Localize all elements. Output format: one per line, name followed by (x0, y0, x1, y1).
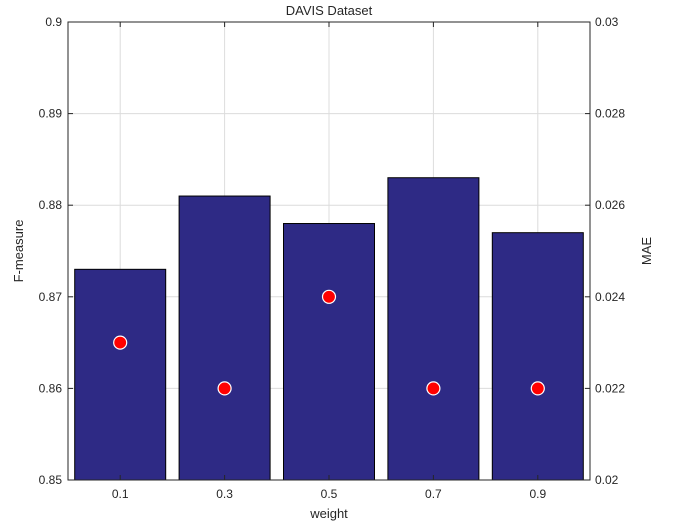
x-tick-label: 0.5 (321, 487, 338, 501)
y-tick-label-right: 0.022 (595, 381, 625, 395)
marker-point (113, 335, 128, 350)
y-tick-label-right: 0.03 (595, 15, 619, 29)
x-tick-label: 0.3 (216, 487, 233, 501)
x-tick-label: 0.7 (425, 487, 442, 501)
marker-point (426, 381, 441, 396)
x-tick-label: 0.1 (112, 487, 129, 501)
bar (283, 223, 375, 481)
bar (178, 195, 271, 481)
y-tick-label-left: 0.85 (39, 473, 63, 487)
bar (387, 177, 480, 481)
markers (113, 289, 545, 396)
bar (74, 268, 167, 481)
bar (491, 232, 584, 481)
y-tick-label-right: 0.026 (595, 198, 625, 212)
y-tick-label-right: 0.028 (595, 107, 625, 121)
marker-point (321, 289, 337, 304)
y-axis-label-right: MAE (639, 237, 654, 266)
chart-title: DAVIS Dataset (286, 3, 373, 18)
y-axis-label-left: F-measure (11, 220, 26, 283)
y-tick-label-left: 0.86 (39, 381, 63, 395)
y-tick-label-right: 0.02 (595, 473, 619, 487)
y-tick-label-right: 0.024 (595, 290, 625, 304)
y-tick-label-left: 0.88 (39, 198, 63, 212)
ticks: 0.85 0.86 0.87 0.88 0.89 0.9 0.02 0.022 0.024 0.0… (39, 15, 626, 501)
marker-point (530, 381, 545, 396)
x-tick-label: 0.9 (529, 487, 546, 501)
y-tick-label-left: 0.9 (45, 15, 62, 29)
marker-point (217, 381, 232, 396)
x-axis-label: weight (309, 506, 348, 521)
y-tick-label-left: 0.87 (39, 290, 63, 304)
y-tick-label-left: 0.89 (39, 107, 63, 121)
bars (74, 177, 584, 481)
